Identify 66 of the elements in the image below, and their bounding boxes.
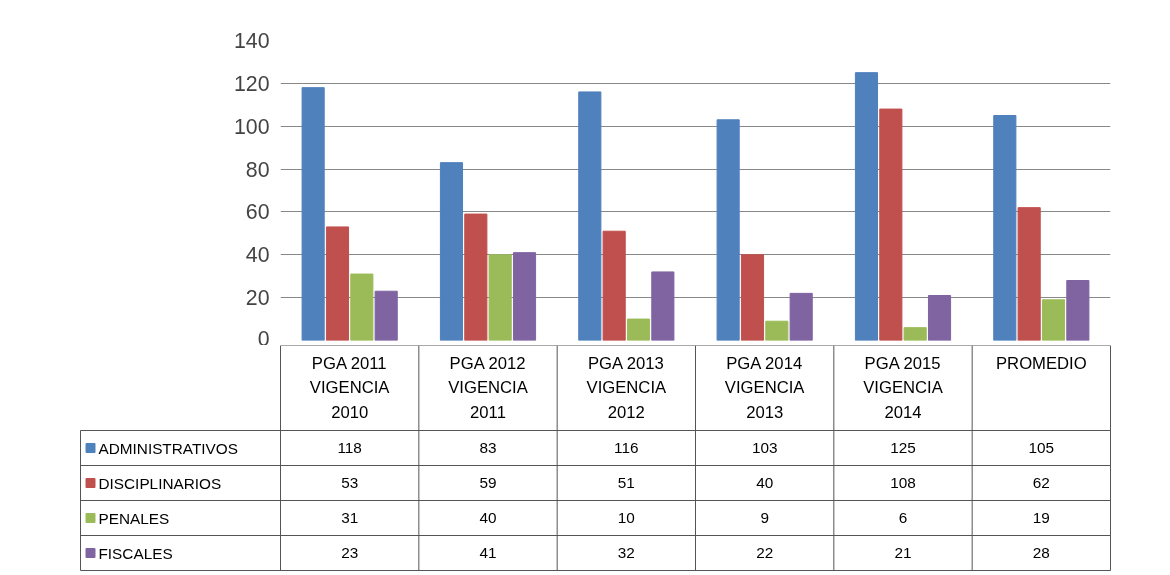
y-tick-label: 100 bbox=[233, 114, 270, 139]
data-label: 31 bbox=[341, 509, 359, 526]
bar bbox=[927, 295, 952, 341]
y-tick-label: 140 bbox=[233, 29, 270, 53]
data-label: 28 bbox=[1032, 544, 1050, 561]
data-label: 105 bbox=[1028, 439, 1055, 456]
y-tick-label: 40 bbox=[245, 243, 270, 268]
bar bbox=[879, 108, 903, 341]
bar bbox=[301, 87, 325, 341]
bar bbox=[1041, 299, 1066, 341]
data-label: 21 bbox=[894, 544, 912, 561]
x-tick-label: PGA 2012 VIGENCIA 2011 bbox=[448, 353, 529, 422]
data-label: 32 bbox=[617, 544, 635, 561]
x-tick-label: PGA 2013 VIGENCIA 2012 bbox=[586, 353, 668, 422]
bar bbox=[626, 318, 651, 341]
bar bbox=[464, 213, 488, 341]
x-tick-label: PGA 2014 VIGENCIA 2013 bbox=[724, 353, 806, 422]
data-label: 118 bbox=[337, 439, 362, 456]
x-tick-label: PGA 2015 VIGENCIA 2014 bbox=[863, 353, 944, 422]
x-tick-label: PROMEDIO bbox=[995, 353, 1087, 373]
bar bbox=[1066, 280, 1090, 341]
data-label: 9 bbox=[760, 509, 769, 526]
data-label: 103 bbox=[751, 439, 778, 456]
bar bbox=[374, 290, 398, 341]
y-tick-label: 20 bbox=[245, 286, 270, 311]
data-label: 41 bbox=[479, 544, 497, 561]
data-label: 40 bbox=[479, 509, 497, 526]
y-tick-label: 80 bbox=[245, 157, 270, 182]
y-tick-label: 60 bbox=[245, 200, 270, 225]
data-label: 125 bbox=[890, 439, 916, 456]
bar bbox=[512, 252, 537, 341]
y-tick-label: 0 bbox=[257, 326, 270, 351]
data-label: 40 bbox=[756, 474, 774, 491]
data-label: 108 bbox=[890, 474, 916, 491]
bar bbox=[651, 271, 675, 341]
x-tick-label: PGA 2011 VIGENCIA 2010 bbox=[309, 353, 391, 422]
data-label: 62 bbox=[1032, 474, 1050, 491]
data-label: 51 bbox=[617, 474, 635, 491]
y-tick-label: 120 bbox=[233, 71, 270, 96]
data-label: 6 bbox=[898, 509, 908, 526]
bar bbox=[488, 254, 512, 341]
bar bbox=[740, 254, 765, 341]
legend-label: DISCIPLINARIOS bbox=[98, 474, 222, 492]
bar bbox=[903, 327, 927, 341]
legend-label: FISCALES bbox=[98, 544, 173, 562]
bar bbox=[350, 273, 374, 341]
data-label: 59 bbox=[479, 474, 497, 491]
bar bbox=[716, 119, 740, 341]
bar bbox=[602, 230, 626, 341]
data-label: 22 bbox=[756, 544, 774, 561]
data-label: 19 bbox=[1032, 509, 1050, 526]
bar bbox=[439, 162, 464, 341]
legend-label: ADMINISTRATIVOS bbox=[98, 439, 238, 457]
bar bbox=[854, 72, 879, 341]
bar bbox=[1017, 207, 1041, 341]
data-label: 23 bbox=[341, 544, 359, 561]
data-label: 10 bbox=[617, 509, 635, 526]
bar bbox=[325, 226, 350, 341]
bar bbox=[578, 91, 602, 341]
data-label: 53 bbox=[341, 474, 359, 491]
bar bbox=[993, 115, 1017, 341]
legend-label: PENALES bbox=[98, 509, 170, 527]
data-label: 83 bbox=[479, 439, 497, 456]
data-label: 116 bbox=[614, 439, 639, 456]
bar bbox=[789, 292, 813, 341]
bar bbox=[765, 320, 789, 341]
